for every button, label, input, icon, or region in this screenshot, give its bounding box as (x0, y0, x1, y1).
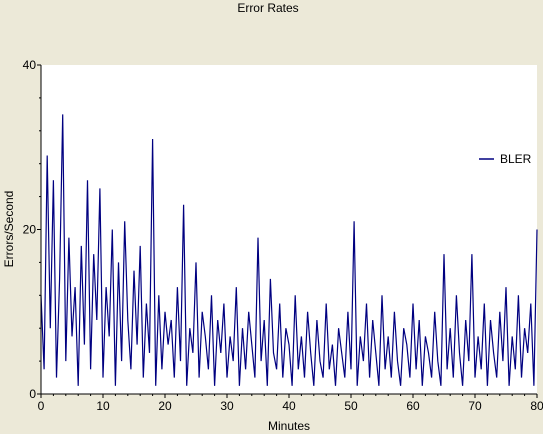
x-tick-label: 10 (96, 399, 110, 413)
y-tick-label: 0 (29, 387, 36, 401)
x-tick-label: 60 (406, 399, 420, 413)
x-tick-label: 20 (158, 399, 172, 413)
x-tick-label: 80 (530, 399, 543, 413)
x-tick-label: 50 (344, 399, 358, 413)
y-axis-ticks: 0 20 40 (23, 58, 41, 401)
y-tick-label: 40 (23, 58, 37, 72)
x-tick-label: 0 (38, 399, 45, 413)
bler-series (40, 114, 538, 386)
x-axis-ticks: 0 10 20 30 40 50 60 70 80 (38, 394, 543, 413)
legend: BLER (479, 152, 532, 166)
x-tick-label: 40 (282, 399, 296, 413)
y-axis-label: Errors/Second (2, 191, 16, 268)
x-tick-label: 70 (468, 399, 482, 413)
x-tick-label: 30 (220, 399, 234, 413)
x-axis-label: Minutes (268, 419, 310, 433)
y-tick-label: 20 (23, 223, 37, 237)
legend-label-bler: BLER (500, 152, 532, 166)
chart-title: Error Rates (237, 1, 298, 15)
series-line-bler (40, 114, 538, 386)
